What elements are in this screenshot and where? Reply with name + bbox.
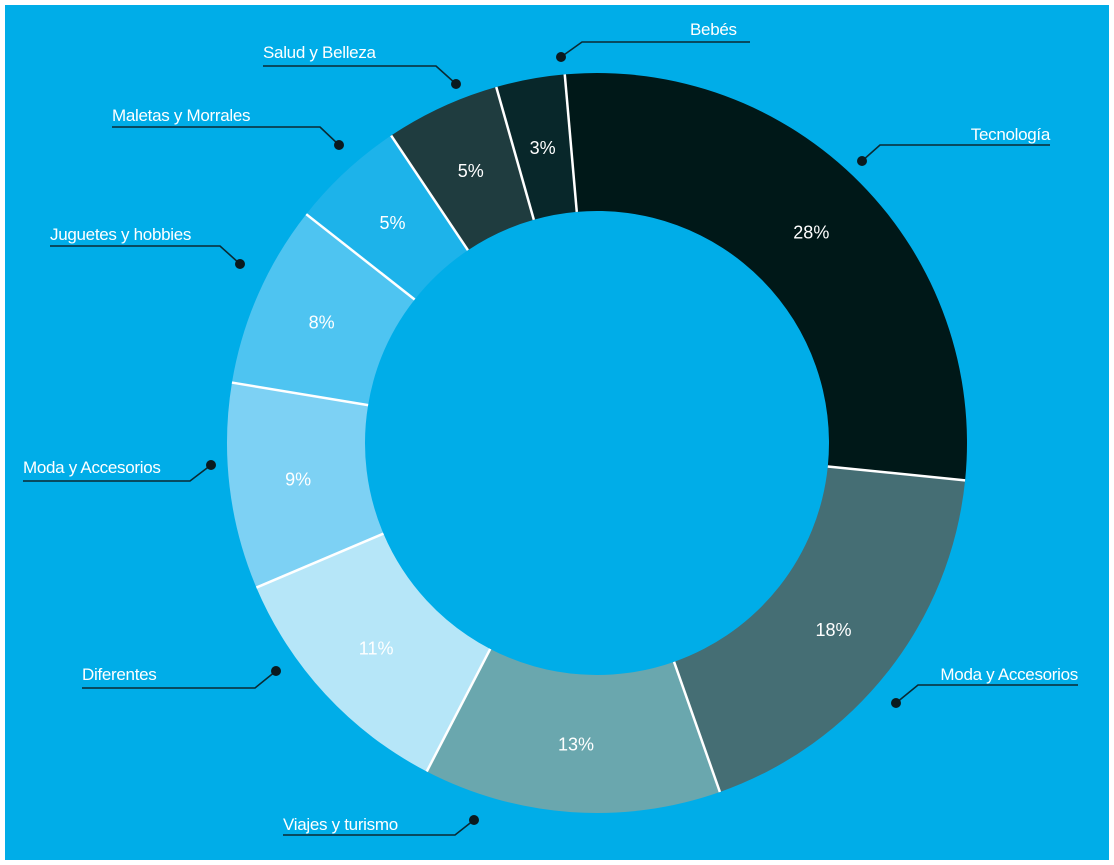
leader-line (112, 126, 340, 146)
leader-line (895, 684, 1078, 704)
leader-dot (891, 698, 901, 708)
slice-separator (563, 74, 579, 212)
slice-separator (827, 465, 966, 482)
leader-line (23, 464, 212, 482)
slice-separator (390, 134, 469, 251)
leaders-layer: Tecnología Moda y Accesorios Viajes y turi… (23, 20, 1078, 836)
leader-line (82, 670, 277, 689)
leader-dot (271, 666, 281, 676)
separators-layer (231, 74, 966, 793)
slice-value-label: 8% (309, 313, 335, 333)
slice-separator (305, 213, 416, 301)
leader-dot (857, 156, 867, 166)
donut-slice (391, 86, 534, 251)
leader-line (50, 245, 241, 265)
leader-dot (235, 259, 245, 269)
category-label: Maletas y Morrales (112, 106, 250, 125)
slice-value-label: 28% (793, 223, 829, 243)
donut-slice (674, 466, 966, 792)
category-label: Salud y Belleza (263, 43, 377, 62)
slice-separator (425, 648, 492, 773)
category-label: Juguetes y hobbies (50, 225, 191, 244)
donut-slice (226, 382, 384, 588)
slice-value-label: 5% (379, 213, 405, 233)
slice-value-label: 11% (359, 639, 394, 659)
donut-slice (426, 648, 720, 813)
leader-line (263, 65, 457, 85)
slice-value-label: 3% (530, 138, 556, 158)
leader-dot (334, 140, 344, 150)
leader-line (861, 144, 1050, 162)
donut-slice (256, 533, 491, 772)
slice-value-label: 18% (816, 620, 852, 640)
category-label: Diferentes (82, 665, 156, 684)
category-label: Tecnología (971, 125, 1051, 144)
donut-slice (564, 73, 967, 481)
leader-dot (469, 815, 479, 825)
leader-line (283, 819, 475, 836)
donut-slice (231, 214, 415, 406)
category-label: Moda y Accesorios (940, 665, 1078, 684)
slices-layer (226, 73, 967, 813)
slice-separator (255, 532, 384, 589)
category-label: Bebés (690, 20, 737, 39)
value-labels-layer: 28% 18% 13% 11% 9% 8% 5% 5% 3% (285, 138, 851, 754)
slice-value-label: 5% (458, 161, 484, 181)
category-label: Moda y Accesorios (23, 458, 161, 477)
donut-slice (496, 74, 577, 220)
leader-line (560, 41, 750, 58)
leader-dot (206, 460, 216, 470)
slice-value-label: 13% (558, 734, 594, 754)
slice-separator (231, 381, 369, 407)
slice-value-label: 9% (285, 470, 311, 490)
slice-separator (672, 661, 722, 793)
leader-dot (556, 52, 566, 62)
category-label: Viajes y turismo (283, 815, 398, 834)
donut-slice (306, 135, 468, 300)
leader-dot (451, 79, 461, 89)
slice-separator (495, 86, 536, 221)
